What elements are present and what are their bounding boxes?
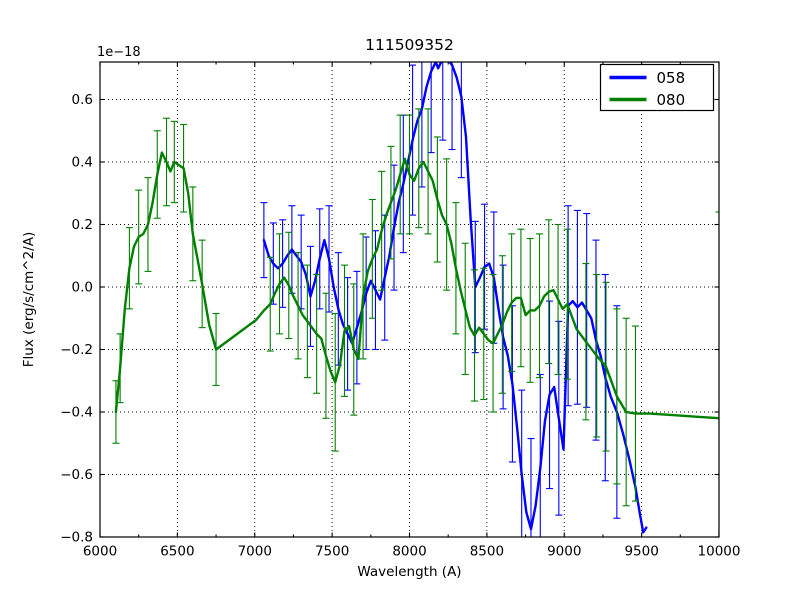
y-tick-label: 0.0 [72,280,93,296]
x-tick-label: 9500 [624,544,658,560]
legend-entry-label: 080 [657,91,686,109]
y-tick-label: −0.8 [60,530,93,546]
y-tick-label: −0.2 [60,342,93,358]
y-axis-offset-text: 1e−18 [97,45,141,60]
x-tick-label: 10000 [698,544,741,560]
legend-box [599,63,715,112]
x-axis-label: Wavelength (A) [357,564,461,580]
x-tick-label: 8000 [392,544,426,560]
x-tick-label: 6500 [160,544,194,560]
y-tick-label: 0.2 [72,217,93,233]
x-tick-label: 7500 [315,544,349,560]
axis-tick-labels: 6000 6500 7000 7500 8000 8500 9000 9500 10000 0.6… [60,92,740,560]
x-tick-label: 8500 [470,544,504,560]
axis-ticks [99,62,720,538]
series-line-058 [262,62,648,534]
y-axis-label: Flux (erg/s/cm^2/A) [21,232,37,367]
legend-entry-label: 058 [657,69,686,87]
x-tick-label: 6000 [83,544,117,560]
x-tick-label: 7000 [238,544,272,560]
y-tick-label: 0.4 [72,155,93,171]
series-line-080 [114,151,719,420]
x-tick-label: 9000 [547,544,581,560]
legend-entry-080: 080 [609,91,686,109]
legend-entry-058: 058 [609,69,686,87]
y-tick-label: 0.6 [72,92,93,108]
data-series-layer [112,62,719,537]
chart-title: 111509352 [365,36,454,54]
y-tick-label: −0.4 [60,405,93,421]
y-tick-label: −0.6 [60,467,93,483]
